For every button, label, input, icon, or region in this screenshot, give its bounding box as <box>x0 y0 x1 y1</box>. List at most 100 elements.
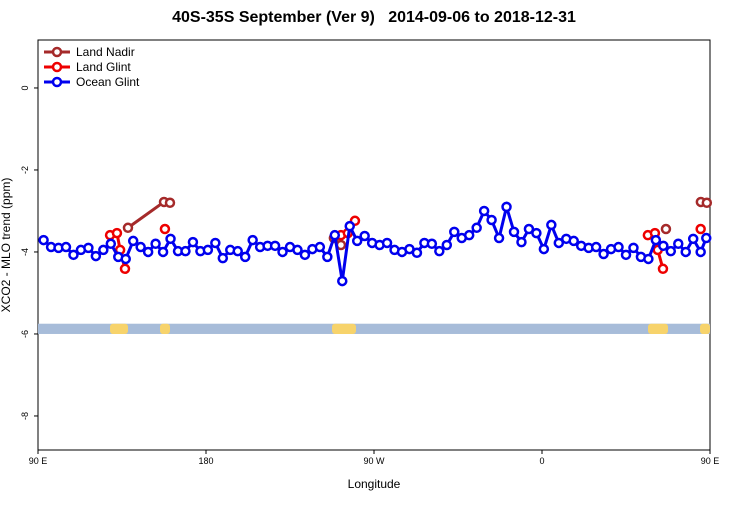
data-point <box>660 223 672 235</box>
data-point <box>68 249 79 261</box>
data-point <box>239 251 251 263</box>
data-point <box>486 214 497 226</box>
data-point <box>643 253 654 265</box>
data-point <box>277 246 288 258</box>
data-point <box>701 197 713 209</box>
data-point <box>523 223 535 235</box>
data-point <box>210 237 221 249</box>
data-point <box>292 244 303 256</box>
data-point <box>449 226 460 238</box>
data-point <box>127 235 139 247</box>
data-point <box>687 233 699 245</box>
data-point <box>337 275 348 287</box>
data-point <box>60 241 72 253</box>
y-axis-label: XCO2 - MLO trend (ppm) <box>0 178 13 313</box>
data-point <box>613 241 624 253</box>
data-point <box>187 236 199 248</box>
data-point <box>164 197 176 209</box>
data-point <box>471 222 482 234</box>
data-point <box>508 226 520 238</box>
data-point <box>628 242 639 254</box>
data-point <box>493 232 505 244</box>
data-point <box>344 220 355 232</box>
data-point <box>538 243 550 255</box>
data-point <box>150 238 161 250</box>
data-point <box>232 245 243 257</box>
data-point <box>322 251 333 263</box>
data-point <box>546 219 557 231</box>
data-point <box>553 237 565 249</box>
x-tick-label: 0 <box>539 456 544 466</box>
data-point <box>411 247 423 259</box>
data-point <box>650 234 662 246</box>
data-point <box>463 229 475 241</box>
data-point <box>90 250 102 262</box>
data-point <box>314 241 326 253</box>
data-point <box>202 244 214 256</box>
data-point <box>180 245 191 257</box>
data-point <box>217 252 229 264</box>
y-tick-label: -8 <box>20 412 30 420</box>
data-point <box>111 227 123 239</box>
data-point <box>516 236 527 248</box>
data-point <box>590 241 602 253</box>
legend-label: Ocean Glint <box>76 75 140 89</box>
data-point <box>142 246 154 258</box>
data-point <box>98 244 109 256</box>
data-point <box>351 235 363 247</box>
data-point <box>568 235 579 247</box>
data-point <box>299 249 311 261</box>
data-point <box>83 242 94 254</box>
data-point <box>105 238 117 250</box>
y-tick-label: 0 <box>20 85 30 90</box>
data-point <box>269 240 281 252</box>
data-point <box>673 238 684 250</box>
data-point <box>135 241 146 253</box>
data-point <box>119 263 131 275</box>
data-point <box>329 229 341 241</box>
chart-title: 40S-35S September (Ver 9) 2014-09-06 to … <box>172 9 576 26</box>
y-tick-label: -4 <box>20 248 30 256</box>
land-patch <box>160 323 170 334</box>
legend-marker <box>51 76 63 88</box>
data-point <box>122 222 134 234</box>
x-axis-label: Longitude <box>348 477 401 491</box>
data-point <box>680 246 691 258</box>
data-point <box>426 238 438 250</box>
data-point <box>165 233 176 245</box>
data-point <box>157 246 169 258</box>
legend-label: Land Glint <box>76 60 131 74</box>
y-tick-label: -6 <box>20 330 30 338</box>
data-point <box>658 240 669 252</box>
x-tick-label: 90 W <box>363 456 385 466</box>
land-patch <box>110 323 128 334</box>
data-point <box>598 248 609 260</box>
data-point <box>478 205 490 217</box>
land-patch <box>332 323 356 334</box>
data-point <box>531 227 542 239</box>
legend-marker <box>51 61 63 73</box>
data-point <box>120 253 131 265</box>
data-point <box>381 237 393 249</box>
data-point <box>665 245 677 257</box>
data-point <box>695 223 706 235</box>
x-tick-label: 90 E <box>29 456 48 466</box>
x-tick-label: 90 E <box>701 456 720 466</box>
legend-marker <box>51 46 63 58</box>
data-point <box>501 201 512 213</box>
x-tick-label: 180 <box>198 456 213 466</box>
data-point <box>359 230 370 242</box>
data-point <box>441 239 453 251</box>
y-tick-label: -2 <box>20 166 30 174</box>
land-patch <box>648 323 668 334</box>
legend-label: Land Nadir <box>76 45 135 59</box>
surface-strip <box>38 323 710 334</box>
data-point <box>38 234 49 246</box>
data-point <box>657 263 669 275</box>
data-point <box>620 249 632 261</box>
data-point <box>159 223 171 235</box>
data-point <box>701 232 712 244</box>
land-patch <box>700 323 710 334</box>
data-point <box>434 245 445 257</box>
